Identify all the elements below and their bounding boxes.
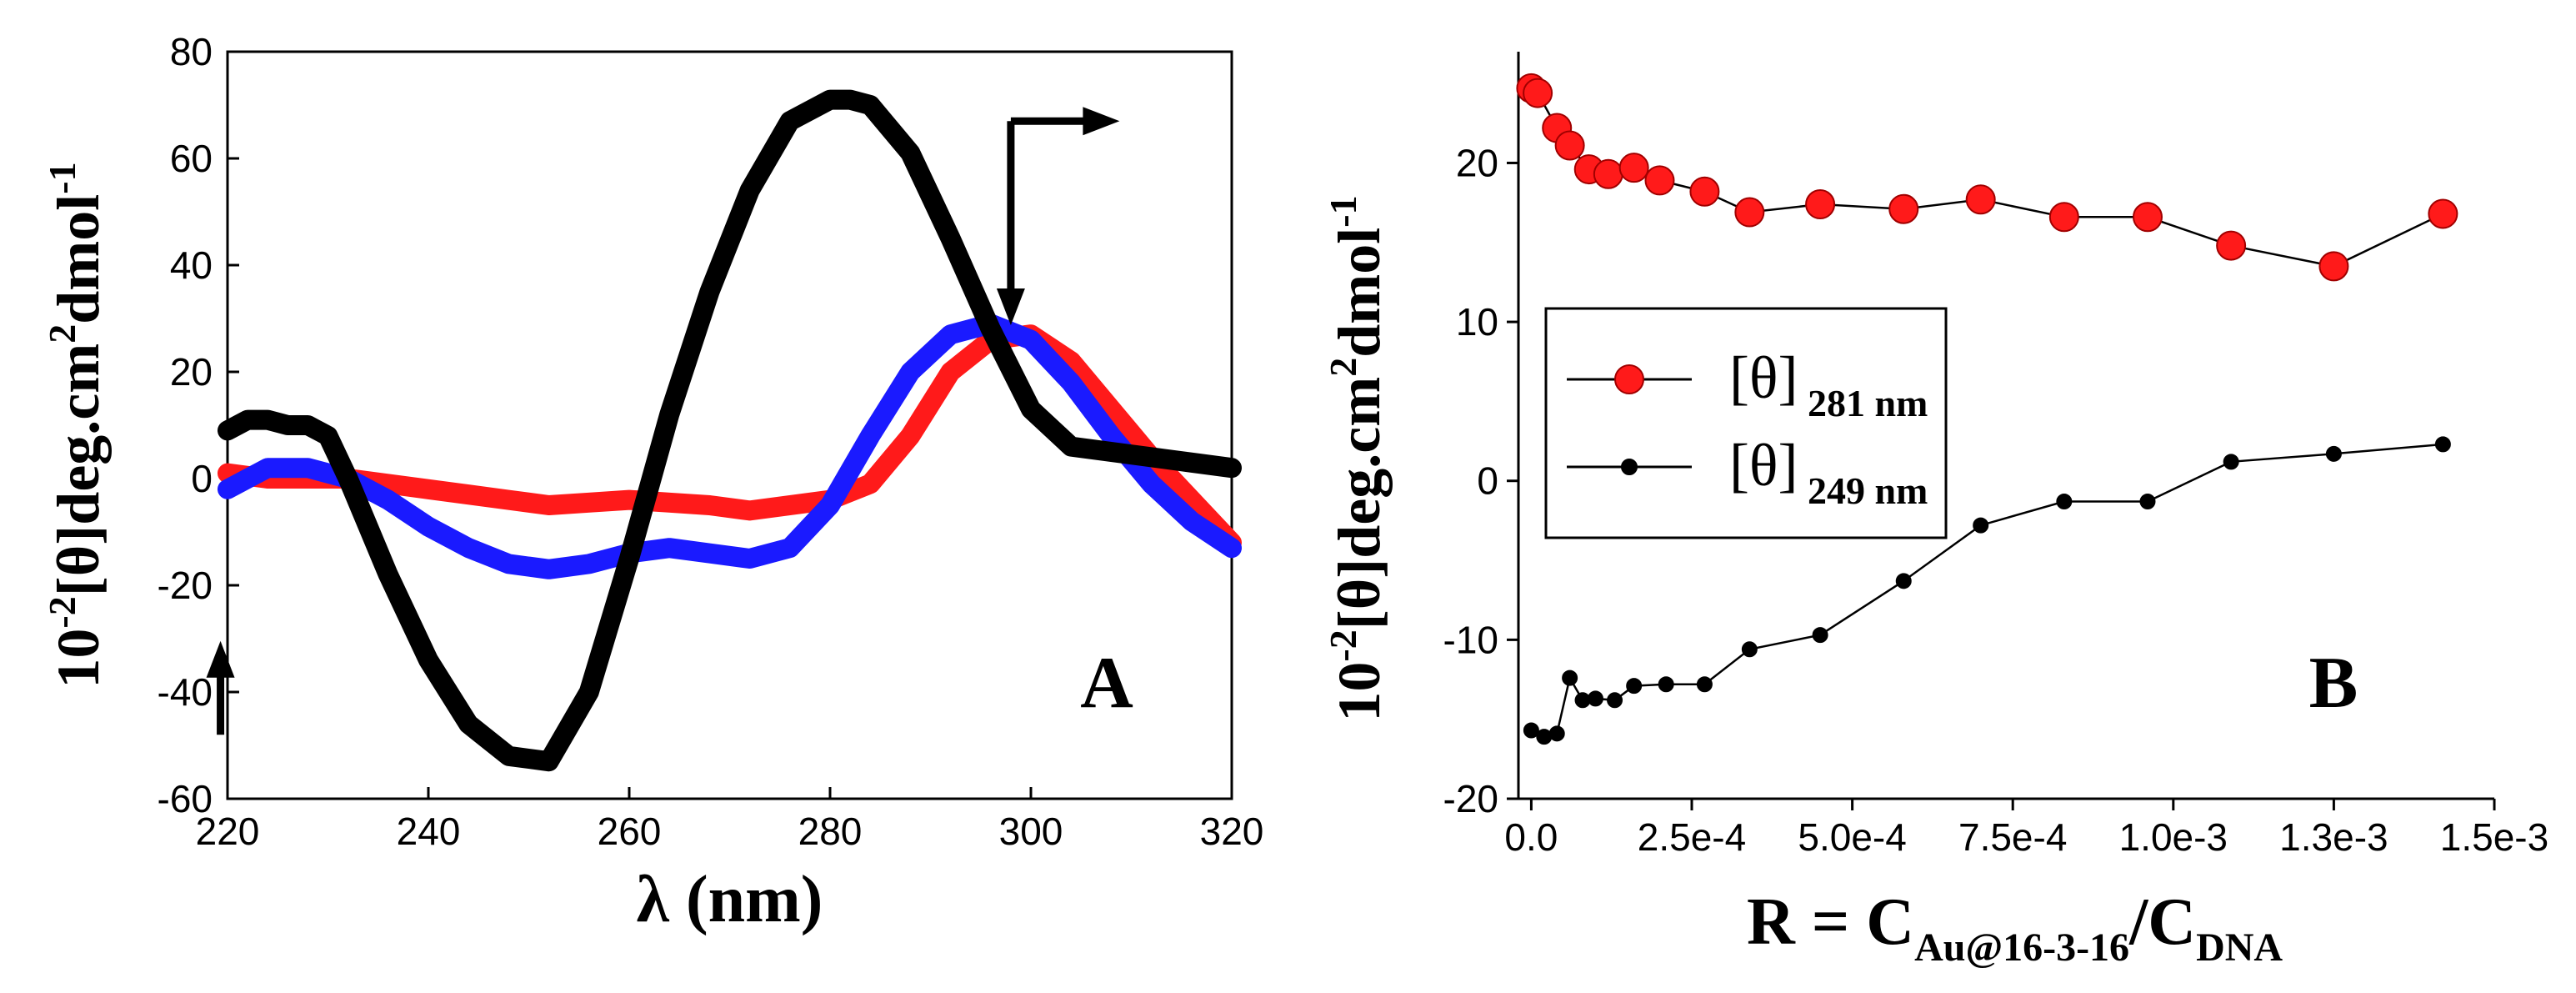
y-tick-label: 60 [170,137,213,180]
data-point [1626,678,1643,695]
data-point [1741,641,1758,658]
data-point [1689,176,1720,207]
x-tick-label: 0.0 [1504,815,1558,859]
x-tick-label: 320 [1200,810,1264,853]
data-point [2139,494,2156,510]
right-arrow-head [1083,107,1120,136]
data-point [1523,722,1539,739]
data-point [1965,184,1996,215]
data-point [1562,670,1578,686]
data-point [1696,676,1713,693]
panel-label-b: B [2309,643,2358,724]
y-tick-label: -10 [1443,618,1498,661]
data-point [1805,189,1836,220]
y-tick-label: 0 [191,457,213,500]
y-tick-label: 80 [170,30,213,73]
x-tick-label: 300 [999,810,1063,853]
data-point [1812,627,1828,644]
y-tick-label: -60 [158,777,213,820]
data-point [1888,193,1919,224]
data-point [2318,251,2349,282]
data-point [1895,573,1912,589]
data-point [2434,436,2451,453]
data-point [1973,517,1989,534]
y-tick-label: 20 [1456,141,1498,184]
data-point [1607,692,1623,709]
panel-a: 220 240 260 280 300 320 -60 -40 -20 0 20 40 60 80 Aλ (… [41,30,1263,936]
x-tick-label: 2.5e-4 [1638,815,1746,859]
x-tick-label: 7.5e-4 [1958,815,2067,859]
data-point [1734,197,1765,228]
y-axis-label: 10-2[θ]deg.cm2dmol-1 [41,162,112,688]
x-tick-label: 220 [196,810,260,853]
data-point [1587,690,1603,707]
y-tick-label: -20 [158,564,213,607]
y-tick-label: -20 [1443,777,1498,820]
data-point [1548,725,1565,742]
data-point [1644,165,1675,196]
panel-b: 0.0 2.5e-4 5.0e-4 7.5e-4 1.0e-3 1.3e-3 1.5e-3 -… [1322,52,2548,970]
data-point [1593,158,1623,189]
y-tick-label: -40 [158,670,213,714]
data-point [2325,445,2342,462]
series-line-blue [218,313,1242,579]
x-tick-label: 5.0e-4 [1798,815,1906,859]
x-tick-label: 1.5e-3 [2440,815,2548,859]
legend-label: [θ] 281 nm [1729,344,1928,424]
down-arrow-head [996,288,1025,325]
x-tick-label: 1.3e-3 [2279,815,2388,859]
legend: [θ] 281 nm[θ] 249 nm [1544,307,1948,539]
panel-label-a: A [1080,643,1133,724]
series-line-black [218,89,1242,772]
legend-marker [1614,364,1644,394]
data-point [2428,198,2458,229]
legend-label: [θ] 249 nm [1729,432,1928,512]
data-point [2216,230,2247,261]
y-tick-label: 20 [170,350,213,394]
y-tick-label: 40 [170,243,213,287]
y-axis-label: 10-2[θ]deg.cm2dmol-1 [1322,195,1393,721]
x-tick-label: 280 [798,810,863,853]
data-point [1658,676,1674,693]
x-axis-label: λ (nm) [637,863,823,936]
data-point [2056,494,2073,510]
x-tick-label: 260 [598,810,662,853]
y-tick-label: 10 [1456,300,1498,344]
series-line-red [218,324,1242,553]
data-point [1554,130,1585,161]
legend-box [1544,307,1948,539]
data-point [2048,202,2079,233]
x-tick-label: 240 [397,810,461,853]
x-axis-label: R = CAu@16-3-16/CDNA [1747,885,2283,970]
data-point [1523,78,1553,108]
legend-marker [1621,459,1638,475]
data-point [2132,202,2163,233]
y-tick-label: 0 [1477,459,1498,503]
data-point [2223,454,2239,470]
x-tick-label: 1.0e-3 [2119,815,2228,859]
data-point [1618,153,1649,183]
up-arrow-head [206,640,235,678]
